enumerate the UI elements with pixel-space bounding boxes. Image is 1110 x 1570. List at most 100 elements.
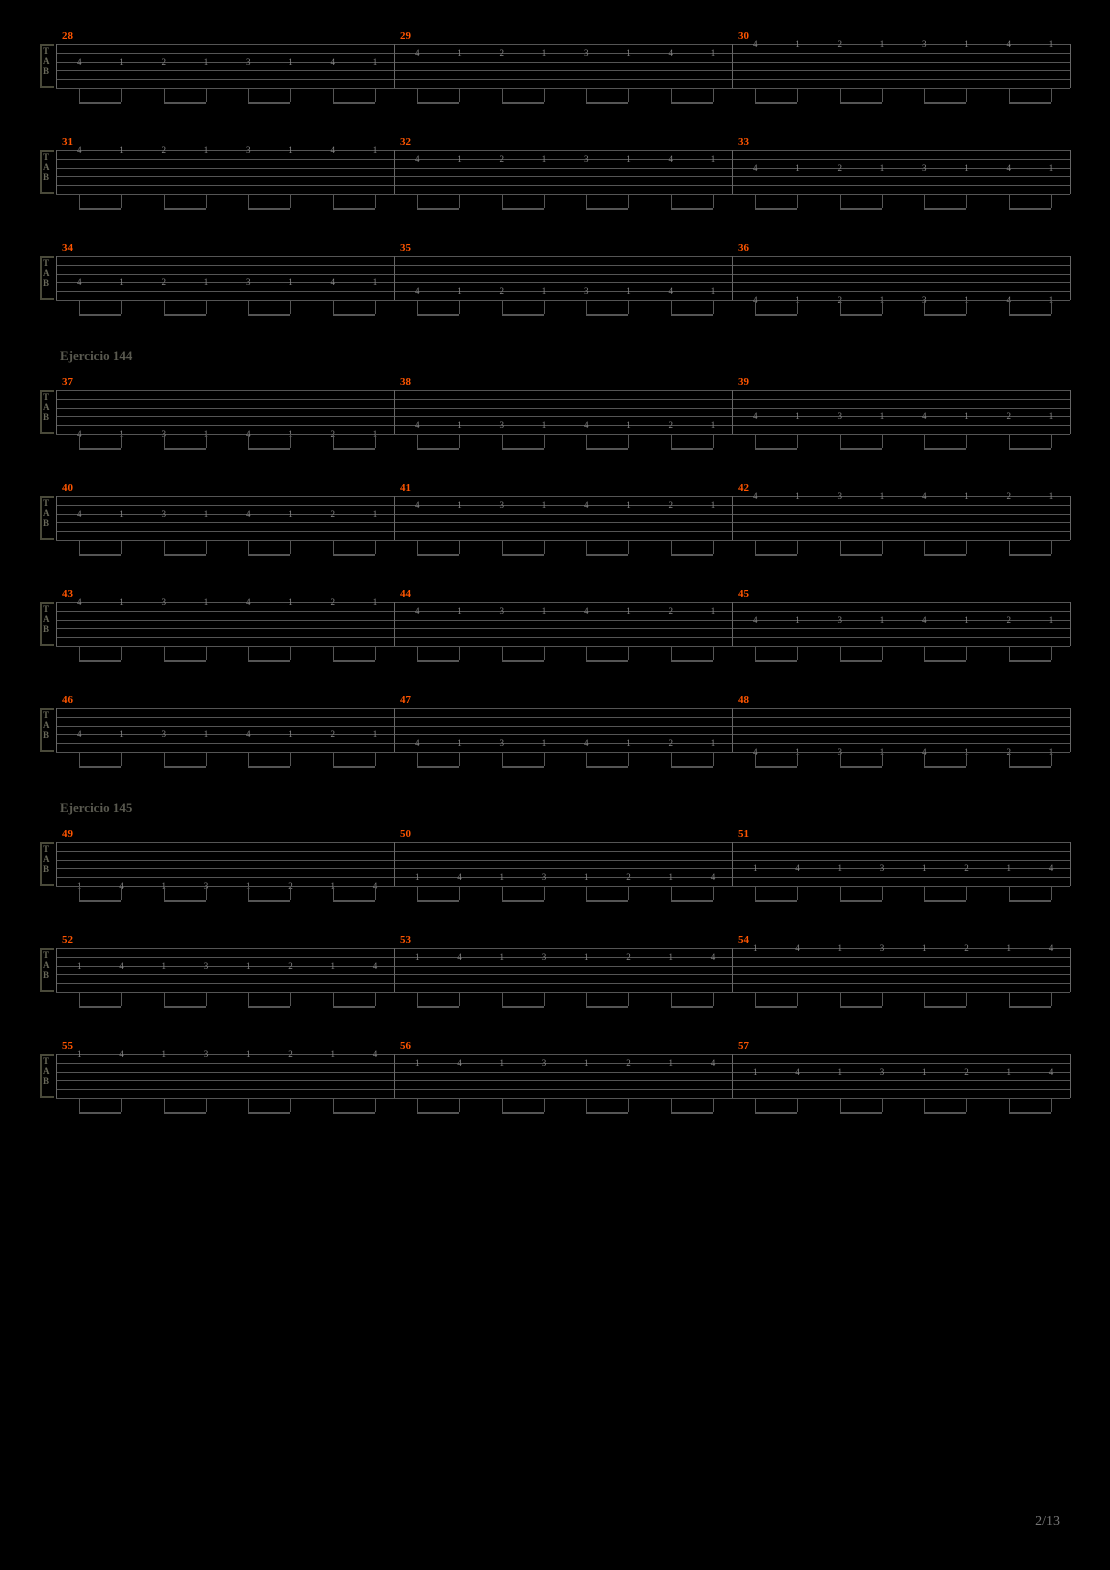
fret-number: 2 (285, 961, 295, 971)
barline (56, 602, 57, 646)
note-beam (671, 554, 713, 556)
measure-number: 42 (738, 482, 749, 494)
fret-number: 4 (328, 57, 338, 67)
fret-number: 4 (750, 163, 760, 173)
note-stem (671, 992, 672, 1006)
barline (1070, 256, 1071, 300)
measure-number: 48 (738, 694, 749, 706)
note-stem (1051, 992, 1052, 1006)
fret-number: 1 (454, 48, 464, 58)
fret-number: 1 (835, 943, 845, 953)
string-line (56, 256, 1070, 257)
string-line (56, 70, 1070, 71)
note-stem (459, 434, 460, 448)
staff-wrap: TAB404131412141413141214241314121 (40, 482, 1070, 560)
note-beam (924, 102, 966, 104)
note-stem (333, 88, 334, 102)
tab-system: TAB284121314129412131413041213141 (40, 30, 1070, 108)
fret-number: 2 (497, 154, 507, 164)
tab-letter: T (43, 498, 50, 508)
note-beam (755, 314, 797, 316)
note-stem (755, 540, 756, 554)
fret-number: 4 (370, 1049, 380, 1059)
note-stem (417, 992, 418, 1006)
string-line (56, 743, 1070, 744)
note-beam (755, 102, 797, 104)
fret-number: 4 (454, 872, 464, 882)
barline (1070, 708, 1071, 752)
note-stem (417, 88, 418, 102)
fret-number: 1 (623, 286, 633, 296)
fret-number: 1 (708, 606, 718, 616)
note-beam (79, 900, 121, 902)
fret-number: 4 (74, 57, 84, 67)
fret-number: 4 (74, 145, 84, 155)
note-stem (1009, 1098, 1010, 1112)
note-stem (544, 540, 545, 554)
note-stem (248, 886, 249, 900)
tab-letters: TAB (43, 950, 50, 980)
staff-wrap: TAB434131412144413141214541314121 (40, 588, 1070, 666)
note-beam (671, 314, 713, 316)
fret-number: 2 (623, 1058, 633, 1068)
note-beam (586, 314, 628, 316)
fret-number: 3 (243, 145, 253, 155)
note-beam (671, 660, 713, 662)
note-stem (544, 992, 545, 1006)
measure-number: 31 (62, 136, 73, 148)
fret-number: 1 (623, 606, 633, 616)
note-stem (713, 1098, 714, 1112)
fret-number: 2 (666, 606, 676, 616)
tab-page: TAB284121314129412131413041213141TAB3141… (0, 0, 1110, 1118)
stems-layer (56, 992, 1070, 1010)
note-stem (966, 646, 967, 660)
note-beam (671, 1112, 713, 1114)
tab-letter: B (43, 624, 50, 634)
fret-number: 1 (116, 145, 126, 155)
note-beam (417, 900, 459, 902)
note-stem (713, 886, 714, 900)
barline (732, 842, 733, 886)
note-stem (121, 1098, 122, 1112)
staff-wrap: TAB344121314135412131413641213141 (40, 242, 1070, 320)
note-stem (586, 194, 587, 208)
staff: 551413121456141312145714131214 (56, 1054, 1070, 1098)
fret-number: 1 (243, 961, 253, 971)
note-stem (628, 540, 629, 554)
note-beam (840, 102, 882, 104)
barline (394, 948, 395, 992)
fret-number: 1 (328, 1049, 338, 1059)
fret-number: 1 (961, 615, 971, 625)
tab-system: TAB521413121453141312145414131214 (40, 934, 1070, 1012)
tab-letters: TAB (43, 1056, 50, 1086)
staff-wrap: TAB284121314129412131413041213141 (40, 30, 1070, 108)
tab-letter: B (43, 1076, 50, 1086)
note-stem (628, 88, 629, 102)
measure-number: 49 (62, 828, 73, 840)
string-line (56, 168, 1070, 169)
barline (732, 602, 733, 646)
note-stem (544, 300, 545, 314)
note-stem (164, 886, 165, 900)
note-stem (966, 88, 967, 102)
note-stem (206, 300, 207, 314)
stems-layer (56, 194, 1070, 212)
note-stem (1051, 1098, 1052, 1112)
barline (394, 44, 395, 88)
tab-system: TAB 551413121456141312145714131214 (40, 1040, 1070, 1118)
note-stem (121, 434, 122, 448)
fret-number: 1 (201, 145, 211, 155)
tab-letter: T (43, 1056, 50, 1066)
note-stem (333, 752, 334, 766)
fret-number: 4 (412, 286, 422, 296)
string-line (56, 390, 1070, 391)
fret-number: 1 (454, 286, 464, 296)
fret-number: 1 (877, 163, 887, 173)
note-stem (1009, 992, 1010, 1006)
fret-number: 3 (159, 729, 169, 739)
fret-number: 1 (581, 952, 591, 962)
note-stem (966, 992, 967, 1006)
fret-number: 1 (74, 1049, 84, 1059)
fret-number: 1 (623, 48, 633, 58)
string-line (56, 620, 1070, 621)
